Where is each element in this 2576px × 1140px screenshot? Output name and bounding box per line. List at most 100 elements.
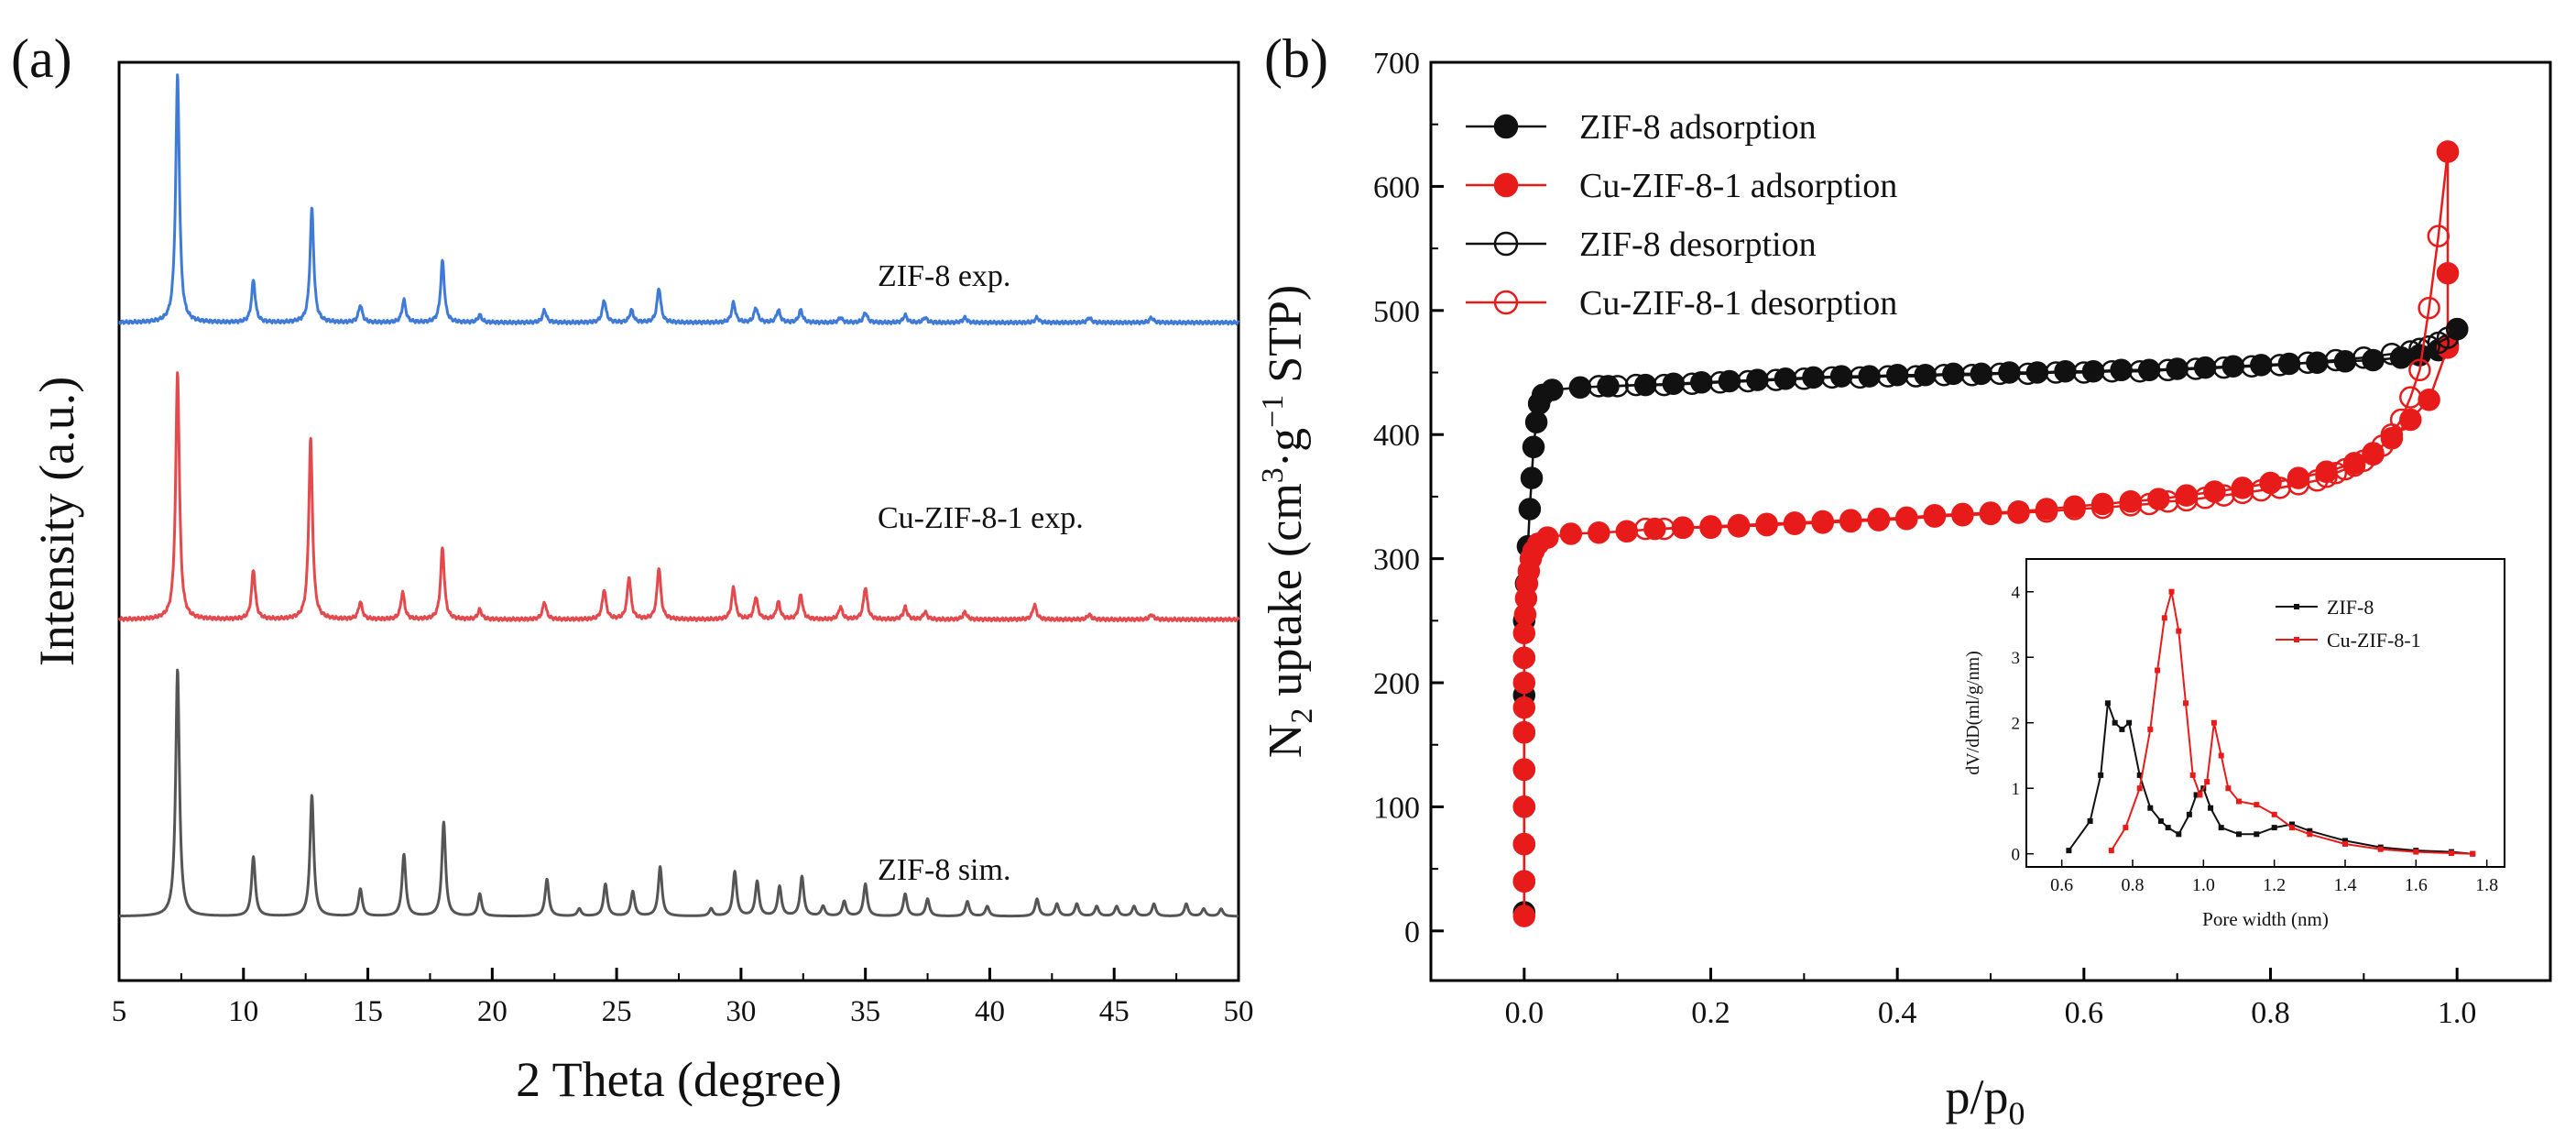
inset-ytick-label: 4 xyxy=(2012,584,2021,603)
isotherm-point-cu-zif-8-1-desorption xyxy=(1633,517,1657,541)
isotherm-ytick-label: 100 xyxy=(1373,791,1420,825)
isotherm-ylabel: N2 uptake (cm3·g−1 STP) xyxy=(1256,285,1319,758)
isotherm-point-cu-zif-8-1-desorption xyxy=(2231,481,2254,505)
isotherm-point-cu-zif-8-1-adsorption xyxy=(2436,261,2460,285)
isotherm-point-cu-zif-8-1-desorption xyxy=(2175,488,2199,512)
isotherm-point-zif-8-desorption xyxy=(1736,369,1760,393)
xrd-series-cu-zif-8-1-exp xyxy=(117,371,1240,623)
inset-point-cu-zif-8-1 xyxy=(2377,846,2384,852)
inset-xlabel: Pore width (nm) xyxy=(2202,908,2329,930)
inset-xtick-label: 0.6 xyxy=(2050,875,2073,895)
isotherm-ytick-label: 0 xyxy=(1404,915,1420,949)
inset-point-zif-8 xyxy=(2126,719,2133,726)
inset-point-cu-zif-8-1 xyxy=(2342,841,2348,847)
isotherm-point-cu-zif-8-1-adsorption xyxy=(1536,526,1559,549)
isotherm-xlabel-main: p/p xyxy=(1945,1069,2008,1124)
ylabel-part-5: −1 xyxy=(1256,395,1290,428)
isotherm-point-cu-zif-8-1-desorption xyxy=(1867,509,1891,532)
isotherm-ytick-label: 400 xyxy=(1373,419,1420,453)
pore-size-inset: 0.6 0.8 1.0 1.2 1.4 1.6 1.8 0 1 2 3 4 ZIF-8 Cu-ZIF-8… xyxy=(1963,558,2505,930)
isotherm-point-zif-8-desorption xyxy=(1606,375,1629,398)
inset-point-zif-8 xyxy=(2157,818,2164,824)
inset-point-cu-zif-8-1 xyxy=(2168,588,2175,595)
legend-label-cu-zif-8-1-desorption: Cu-ZIF-8-1 desorption xyxy=(1579,284,1897,323)
xrd-xtick-label: 30 xyxy=(726,995,756,1028)
isotherm-point-cu-zif-8-1-desorption xyxy=(1727,515,1751,538)
inset-point-zif-8 xyxy=(2271,825,2277,831)
isotherm-point-cu-zif-8-1-adsorption xyxy=(1512,758,1536,782)
xrd-xlabel: 2 Theta (degree) xyxy=(516,1052,842,1107)
inset-xtick-label: 1.0 xyxy=(2192,875,2215,895)
legend-label-zif-8-desorption: ZIF-8 desorption xyxy=(1579,225,1817,264)
inset-point-cu-zif-8-1 xyxy=(2449,850,2454,856)
inset-point-zif-8 xyxy=(2066,848,2072,854)
inset-point-zif-8 xyxy=(2218,825,2224,831)
isotherm-xtick-label: 0.4 xyxy=(1878,996,1917,1030)
isotherm-point-cu-zif-8-1-desorption xyxy=(2418,296,2440,320)
isotherm-point-cu-zif-8-1-desorption xyxy=(2408,358,2431,382)
isotherm-point-cu-zif-8-1-desorption xyxy=(2436,140,2460,163)
isotherm-point-zif-8-desorption xyxy=(1680,372,1704,395)
isotherm-point-zif-8-desorption xyxy=(2072,361,2096,384)
isotherm-point-cu-zif-8-1-desorption xyxy=(2119,494,2143,517)
inset-legend-label-zif-8: ZIF-8 xyxy=(2327,596,2374,619)
isotherm-point-cu-zif-8-1-desorption xyxy=(1671,516,1695,540)
inset-point-zif-8 xyxy=(2087,818,2093,824)
xrd-xtick-label: 35 xyxy=(850,995,880,1028)
isotherm-point-cu-zif-8-1-desorption xyxy=(2137,492,2161,516)
isotherm-point-cu-zif-8-1-adsorption xyxy=(1512,870,1536,893)
isotherm-point-zif-8-desorption xyxy=(1932,363,1956,387)
inset-point-zif-8 xyxy=(2119,726,2125,732)
annotation-cu-zif8-exp: Cu-ZIF-8-1 exp. xyxy=(878,501,1084,535)
legend-marker-cu-zif-8-1-adsorption xyxy=(1493,172,1519,198)
inset-point-cu-zif-8-1 xyxy=(2197,792,2203,798)
annotation-zif8-exp: ZIF-8 exp. xyxy=(878,259,1010,293)
inset-point-zif-8 xyxy=(2236,831,2242,838)
inset-point-cu-zif-8-1 xyxy=(2108,848,2114,854)
isotherm-point-cu-zif-8-1-desorption xyxy=(2007,501,2030,524)
isotherm-point-cu-zif-8-1-desorption xyxy=(1979,502,2003,526)
xrd-xtick-label: 50 xyxy=(1224,995,1254,1028)
inset-point-zif-8 xyxy=(2165,825,2171,831)
isotherm-point-zif-8-desorption xyxy=(2296,351,2319,374)
inset-point-cu-zif-8-1 xyxy=(2204,779,2210,785)
isotherm-point-zif-8-desorption xyxy=(1820,366,1844,389)
inset-frame xyxy=(2025,558,2505,868)
isotherm-point-zif-8-desorption xyxy=(2268,354,2291,377)
isotherm-point-cu-zif-8-1-adsorption xyxy=(1615,520,1639,543)
inset-point-cu-zif-8-1 xyxy=(2161,615,2167,621)
xrd-xtick-label: 15 xyxy=(353,995,383,1028)
inset-point-cu-zif-8-1 xyxy=(2147,726,2154,732)
isotherm-point-zif-8-adsorption xyxy=(1524,411,1548,433)
inset-legend-marker-zif-8 xyxy=(2294,604,2299,609)
isotherm-legend: ZIF-8 adsorption Cu-ZIF-8-1 adsorption ZIF… xyxy=(1466,108,1897,323)
isotherm-xtick-label: 1.0 xyxy=(2438,996,2477,1030)
isotherm-point-zif-8-desorption xyxy=(1960,363,1983,387)
isotherm-point-cu-zif-8-1-adsorption xyxy=(1512,696,1536,719)
inset-point-cu-zif-8-1 xyxy=(2155,667,2161,674)
isotherm-point-zif-8-desorption xyxy=(1876,365,1900,388)
inset-point-cu-zif-8-1 xyxy=(2413,849,2419,855)
inset-point-cu-zif-8-1 xyxy=(2176,628,2182,634)
isotherm-point-cu-zif-8-1-desorption xyxy=(1895,508,1918,531)
isotherm-point-cu-zif-8-1-adsorption xyxy=(1512,671,1536,695)
panel-b-label: (b) xyxy=(1264,28,1328,89)
inset-point-cu-zif-8-1 xyxy=(2254,802,2260,808)
isotherm-point-zif-8-desorption xyxy=(2212,356,2235,379)
ylabel-part-2: uptake (cm xyxy=(1260,483,1312,707)
inset-ylabel: dV/dD(ml/g/nm) xyxy=(1963,651,1983,775)
inset-point-cu-zif-8-1 xyxy=(2225,785,2232,792)
isotherm-point-zif-8-desorption xyxy=(2380,342,2404,366)
isotherm-point-cu-zif-8-1-adsorption xyxy=(2418,389,2440,411)
isotherm-point-cu-zif-8-1-desorption xyxy=(1951,503,1974,527)
inset-point-cu-zif-8-1 xyxy=(2271,811,2277,817)
inset-ytick-label: 2 xyxy=(2012,715,2021,734)
inset-point-zif-8 xyxy=(2208,805,2214,811)
isotherm-point-cu-zif-8-1-desorption xyxy=(1839,510,1862,533)
isotherm-point-zif-8-desorption xyxy=(2184,357,2208,380)
isotherm-ytick-label: 500 xyxy=(1373,295,1420,329)
ylabel-part-3: 3 xyxy=(1256,467,1290,483)
inset-point-zif-8 xyxy=(2147,805,2154,811)
inset-point-zif-8 xyxy=(2136,772,2143,778)
